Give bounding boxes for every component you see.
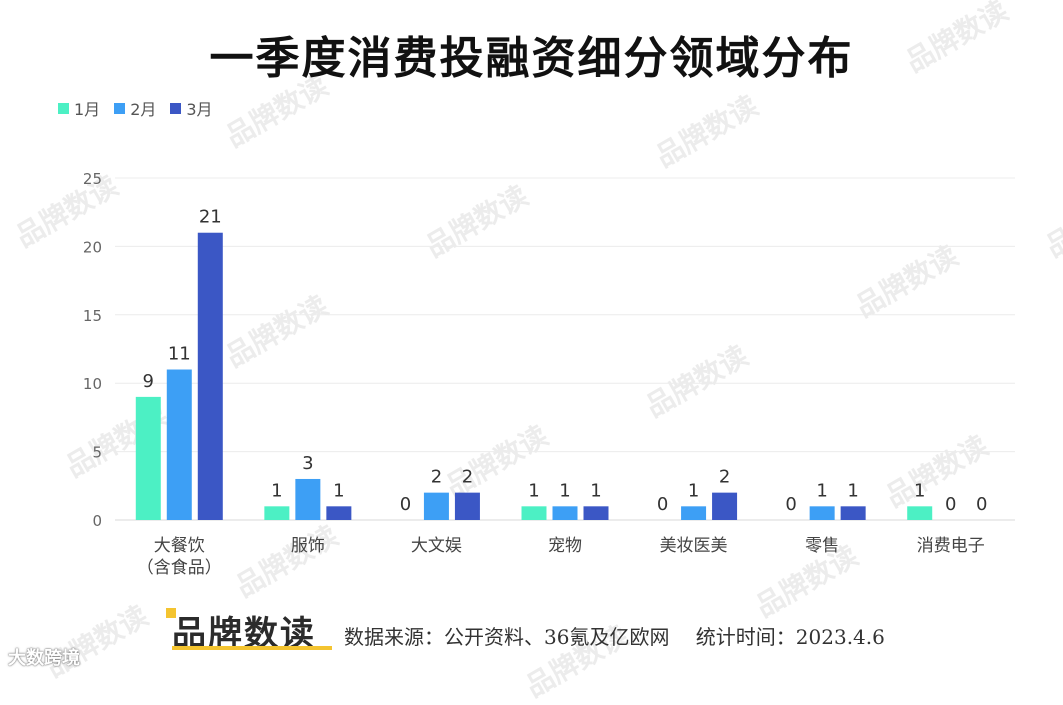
legend-item: 3月 [170, 96, 213, 120]
legend-swatch [170, 102, 182, 114]
bar [454, 492, 480, 520]
data-label: 1 [847, 480, 858, 501]
legend-label: 2月 [130, 100, 157, 119]
bar [135, 396, 161, 520]
bar [712, 492, 738, 520]
data-label: 1 [688, 480, 699, 501]
category-label: 服饰 [291, 536, 325, 556]
bar [907, 506, 933, 520]
corner-watermark: 大数跨境 [8, 648, 80, 669]
data-label: 21 [199, 207, 222, 228]
data-label: 0 [976, 494, 987, 515]
data-label: 2 [719, 467, 730, 488]
data-label: 1 [528, 480, 539, 501]
data-label: 0 [785, 494, 796, 515]
bar [681, 506, 707, 520]
y-tick-label: 25 [83, 170, 102, 188]
category-label: 消费电子 [917, 536, 985, 556]
data-label: 3 [302, 453, 313, 474]
bar [552, 506, 578, 520]
legend-label: 3月 [186, 100, 213, 119]
data-label: 1 [333, 480, 344, 501]
data-label: 1 [559, 480, 570, 501]
category-label: 大文娱 [411, 536, 462, 556]
data-label: 0 [400, 494, 411, 515]
legend-item: 2月 [114, 96, 156, 120]
data-label: 9 [143, 371, 154, 392]
category-label: 大餐饮（含食品） [137, 536, 222, 578]
bar [809, 506, 835, 520]
y-tick-label: 0 [92, 512, 102, 530]
legend-label: 1月 [74, 100, 101, 119]
category-label: 零售 [805, 536, 839, 556]
category-label: 宠物 [548, 536, 582, 556]
data-label: 1 [816, 480, 827, 501]
data-label: 2 [431, 467, 442, 488]
legend-swatch [58, 102, 69, 114]
data-source-note: 数据来源：公开资料、36氪及亿欧网 统计时间：2023.4.6 [344, 625, 885, 649]
data-label: 11 [168, 344, 191, 365]
y-tick-label: 5 [92, 444, 102, 462]
bar [197, 232, 223, 520]
data-label: 0 [945, 494, 956, 515]
bar [326, 506, 352, 520]
chart-legend: 1月 2月 3月 [58, 96, 213, 120]
legend-swatch [114, 102, 126, 114]
bar [295, 478, 321, 520]
category-label: 美妆医美 [660, 536, 728, 556]
bar [264, 506, 290, 520]
bar [166, 369, 192, 520]
data-label: 1 [590, 480, 601, 501]
bar [583, 506, 609, 520]
y-tick-label: 15 [83, 307, 102, 325]
bar [521, 506, 547, 520]
data-label: 1 [271, 480, 282, 501]
chart-title: 一季度消费投融资细分领域分布 [209, 33, 854, 84]
logo-accent-mark [166, 608, 176, 618]
bar [840, 506, 866, 520]
data-label: 1 [914, 480, 925, 501]
legend-item: 1月 [58, 96, 100, 120]
y-tick-label: 20 [83, 238, 102, 256]
y-tick-label: 10 [83, 375, 102, 393]
data-label: 2 [462, 467, 473, 488]
bar [423, 492, 449, 520]
logo-underline [172, 646, 332, 650]
data-label: 0 [657, 494, 668, 515]
